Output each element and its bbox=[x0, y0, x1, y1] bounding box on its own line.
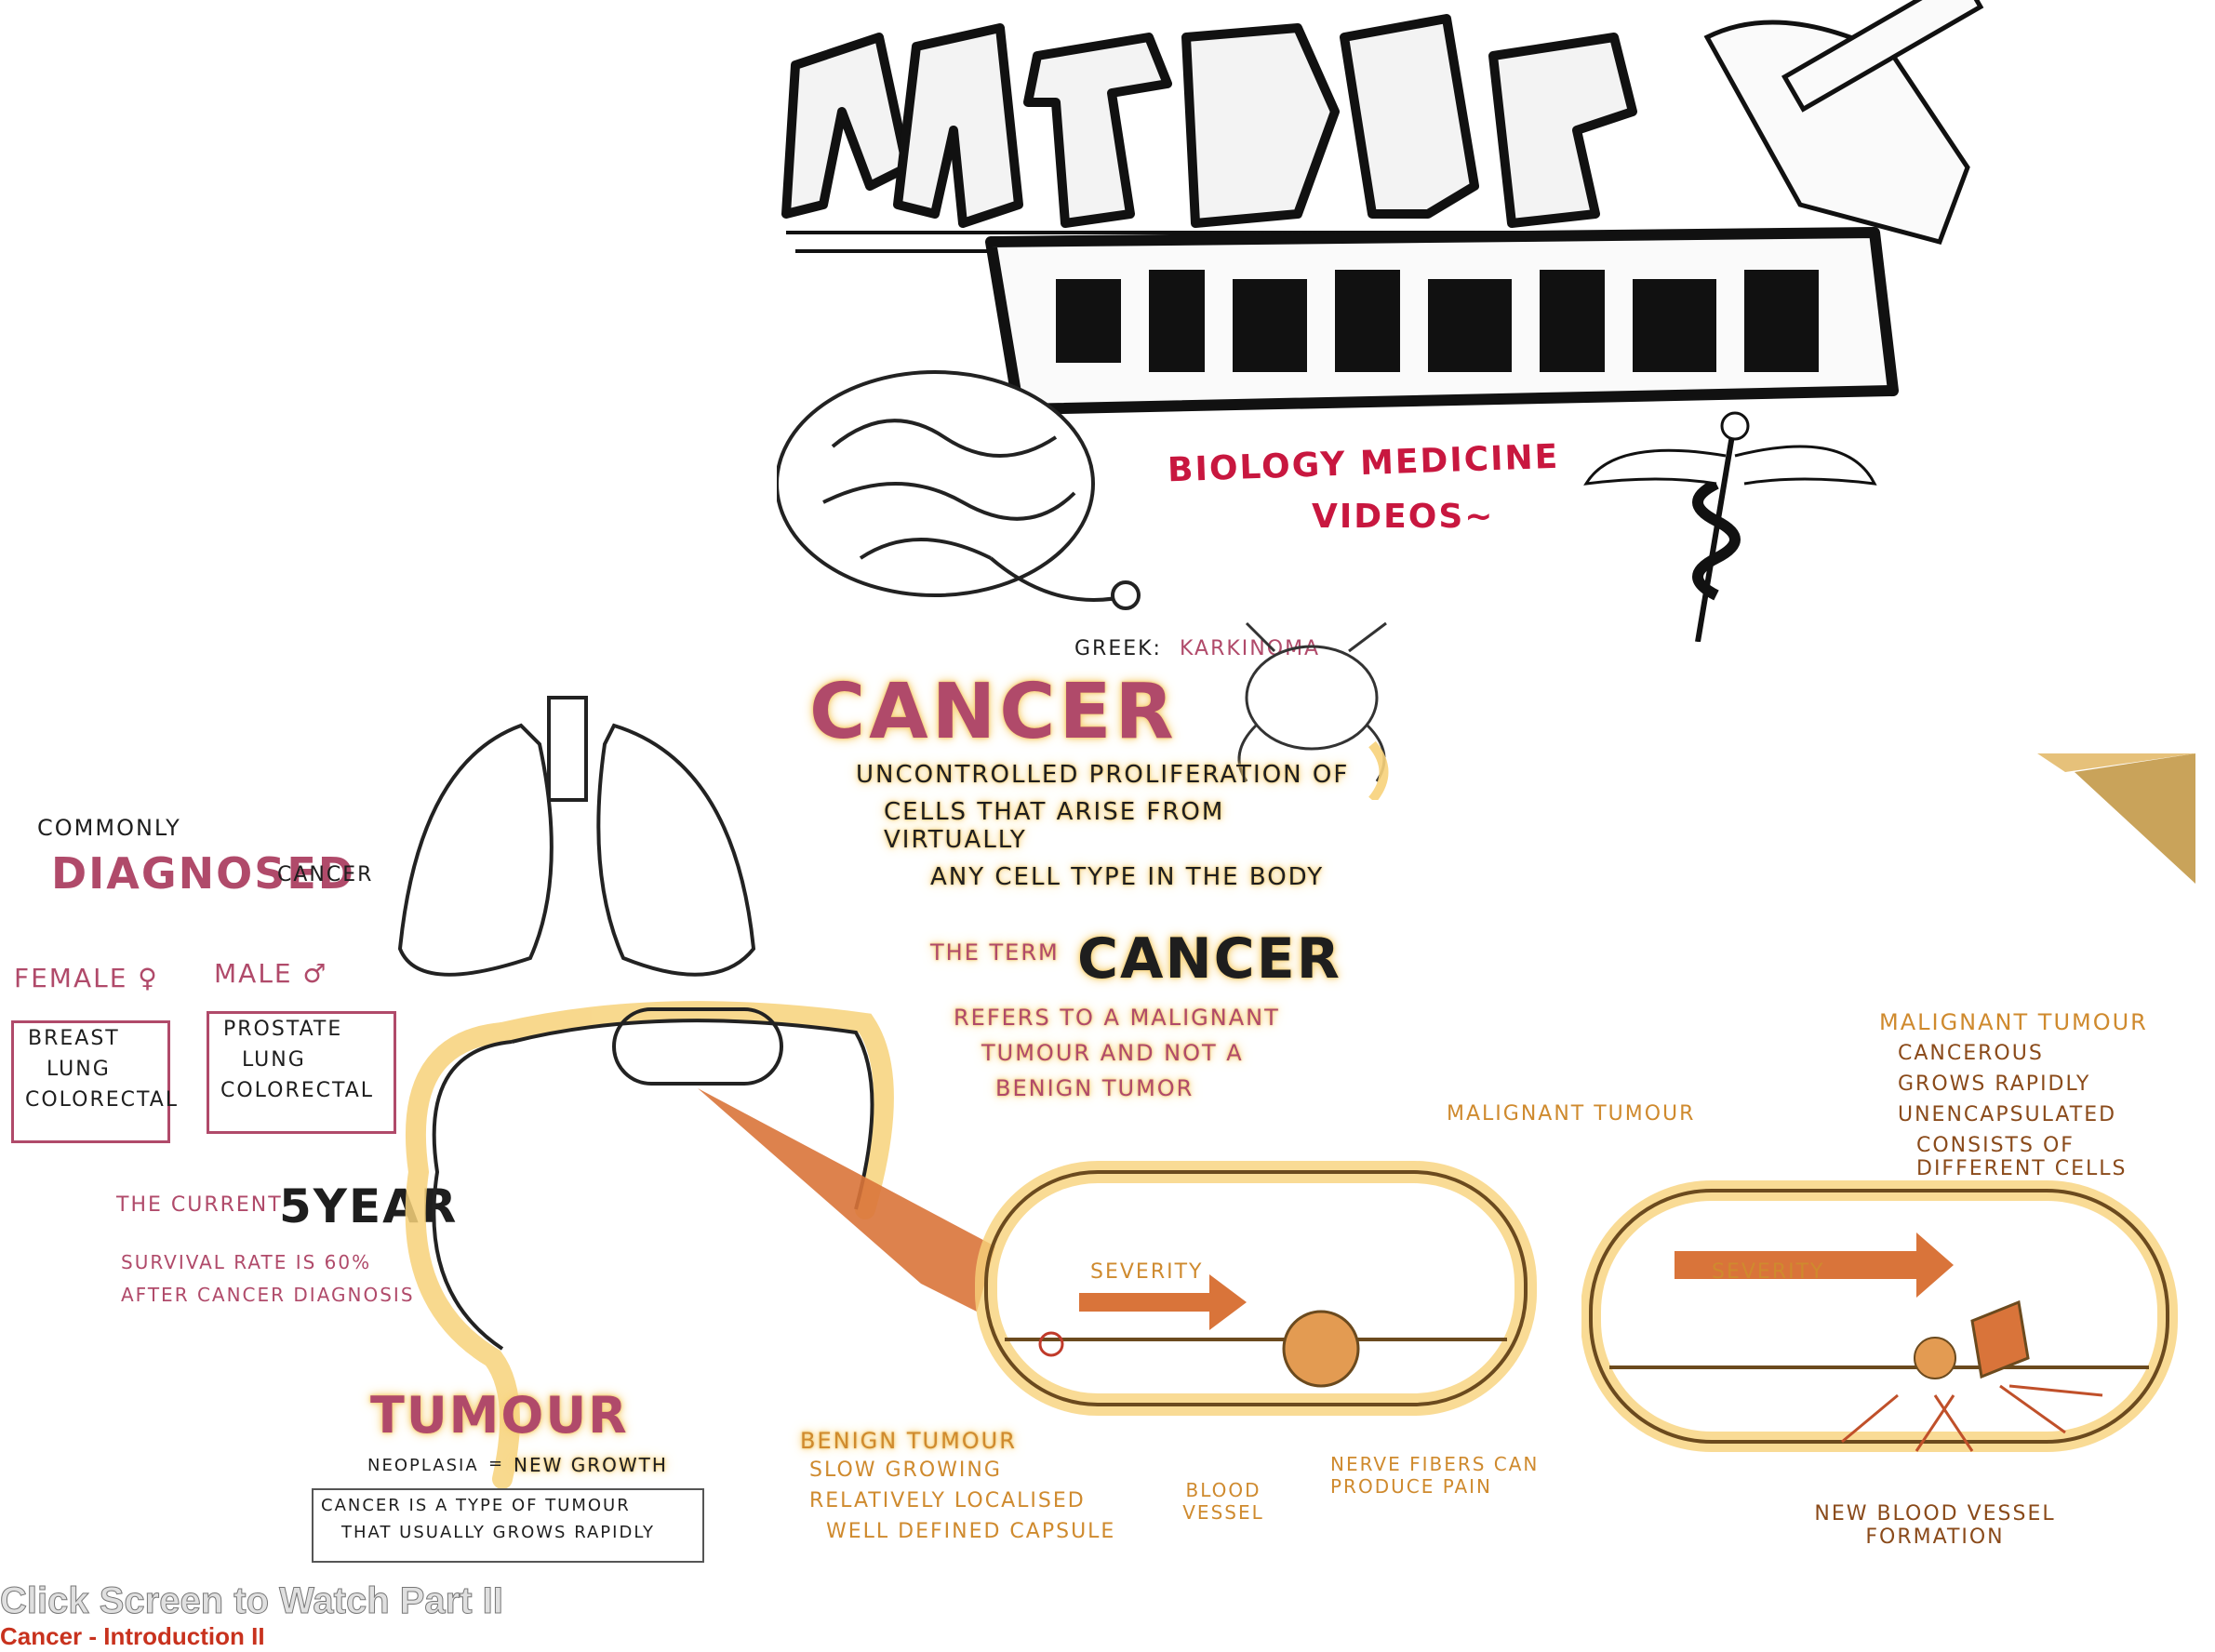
blood-vessel-label: BLOOD VESSEL bbox=[1182, 1479, 1264, 1524]
lungs-colon-drawing bbox=[381, 688, 1014, 1525]
cancer-small-label: CANCER bbox=[277, 863, 374, 886]
female-item-1: BREAST bbox=[28, 1027, 120, 1050]
corner-artifact bbox=[2037, 753, 2195, 912]
male-label: MALE ♂ bbox=[214, 958, 328, 989]
malignant-traits: CANCEROUS GROWS RAPIDLY UNENCAPSULATED C… bbox=[1898, 1042, 2195, 1180]
female-item-3: COLORECTAL bbox=[25, 1088, 180, 1112]
term-line-2: TUMOUR AND NOT A bbox=[981, 1040, 1244, 1066]
definition-line-1: UNCONTROLLED PROLIFERATION OF bbox=[856, 761, 1350, 789]
malignant-severity: SEVERITY bbox=[1712, 1260, 1825, 1284]
malignant-label-top: MALIGNANT TUMOUR bbox=[1879, 1009, 2148, 1035]
logo-artwork bbox=[775, 0, 1995, 643]
new-vessel-label: NEW BLOOD VESSEL FORMATION bbox=[1814, 1502, 2056, 1549]
commonly-label: COMMONLY bbox=[37, 815, 181, 841]
male-item-1: PROSTATE bbox=[223, 1018, 343, 1041]
nerve-label: NERVE FIBERS CAN PRODUCE PAIN bbox=[1330, 1453, 1540, 1498]
term-word: CANCER bbox=[1077, 926, 1341, 992]
crab-drawing bbox=[1209, 614, 1414, 804]
benign-trait-2: RELATIVELY LOCALISED bbox=[809, 1489, 1086, 1512]
male-item-3: COLORECTAL bbox=[220, 1079, 375, 1102]
term-line-3: BENIGN TUMOR bbox=[995, 1075, 1194, 1101]
definition-block: UNCONTROLLED PROLIFERATION OF CELLS THAT… bbox=[856, 761, 1377, 891]
overlay-subtitle[interactable]: Cancer - Introduction II bbox=[0, 1622, 265, 1650]
tumour-line-1: CANCER IS A TYPE OF TUMOUR bbox=[321, 1496, 631, 1515]
malignant-trait-2: GROWS RAPIDLY bbox=[1898, 1072, 2091, 1096]
neoplasia-label: NEOPLASIA bbox=[367, 1456, 479, 1475]
malignant-trait-3: UNENCAPSULATED bbox=[1898, 1103, 2117, 1126]
cancer-heading: CANCER bbox=[809, 668, 1178, 756]
malignant-trait-4: CONSISTS OF DIFFERENT CELLS bbox=[1916, 1134, 2128, 1180]
survival-prefix: THE CURRENT bbox=[116, 1193, 283, 1217]
malignant-label-mid: MALIGNANT TUMOUR bbox=[1447, 1102, 1696, 1126]
benign-trait-3: WELL DEFINED CAPSULE bbox=[826, 1520, 1116, 1543]
male-list-box: PROSTATE LUNG COLORECTAL bbox=[207, 1011, 396, 1134]
term-prefix: THE TERM bbox=[930, 939, 1060, 966]
subtitle-line2: VIDEOS~ bbox=[1312, 498, 1495, 536]
term-line-1: REFERS TO A MALIGNANT bbox=[954, 1005, 1280, 1031]
malignant-vessel-drawing bbox=[1581, 1172, 2186, 1479]
diagnosed-label: DIAGNOSED bbox=[51, 848, 355, 899]
benign-severity: SEVERITY bbox=[1090, 1260, 1204, 1284]
benign-traits: SLOW GROWING RELATIVELY LOCALISED WELL D… bbox=[809, 1459, 1115, 1543]
definition-line-2: CELLS THAT ARISE FROM VIRTUALLY bbox=[884, 798, 1225, 854]
tumour-line-2: THAT USUALLY GROWS RAPIDLY bbox=[341, 1523, 655, 1542]
greek-prefix: GREEK: bbox=[1074, 637, 1162, 660]
watch-part-ii-link[interactable]: Click Screen to Watch Part II Cancer - I… bbox=[0, 1579, 521, 1652]
definition-line-3: ANY CELL TYPE IN THE BODY bbox=[930, 863, 1325, 891]
benign-vessel-drawing bbox=[967, 1144, 1544, 1432]
benign-trait-1: SLOW GROWING bbox=[809, 1459, 1002, 1482]
tumour-heading: TUMOUR bbox=[370, 1386, 629, 1445]
female-item-2: LUNG bbox=[47, 1058, 111, 1081]
female-label: FEMALE ♀ bbox=[14, 963, 159, 993]
survival-line-1: SURVIVAL RATE IS 60% bbox=[121, 1251, 372, 1273]
tumour-box: CANCER IS A TYPE OF TUMOUR THAT USUALLY … bbox=[312, 1488, 704, 1563]
male-item-2: LUNG bbox=[242, 1048, 306, 1072]
survival-line-2: AFTER CANCER DIAGNOSIS bbox=[121, 1284, 415, 1306]
female-list-box: BREAST LUNG COLORECTAL bbox=[11, 1020, 180, 1143]
malignant-trait-1: CANCEROUS bbox=[1898, 1042, 2044, 1065]
new-growth-label: NEW GROWTH bbox=[514, 1454, 668, 1476]
equals-label: = bbox=[488, 1454, 505, 1473]
benign-heading: BENIGN TUMOUR bbox=[800, 1428, 1017, 1454]
term-block: REFERS TO A MALIGNANT TUMOUR AND NOT A B… bbox=[954, 1005, 1344, 1101]
overlay-title[interactable]: Click Screen to Watch Part II bbox=[0, 1580, 503, 1622]
